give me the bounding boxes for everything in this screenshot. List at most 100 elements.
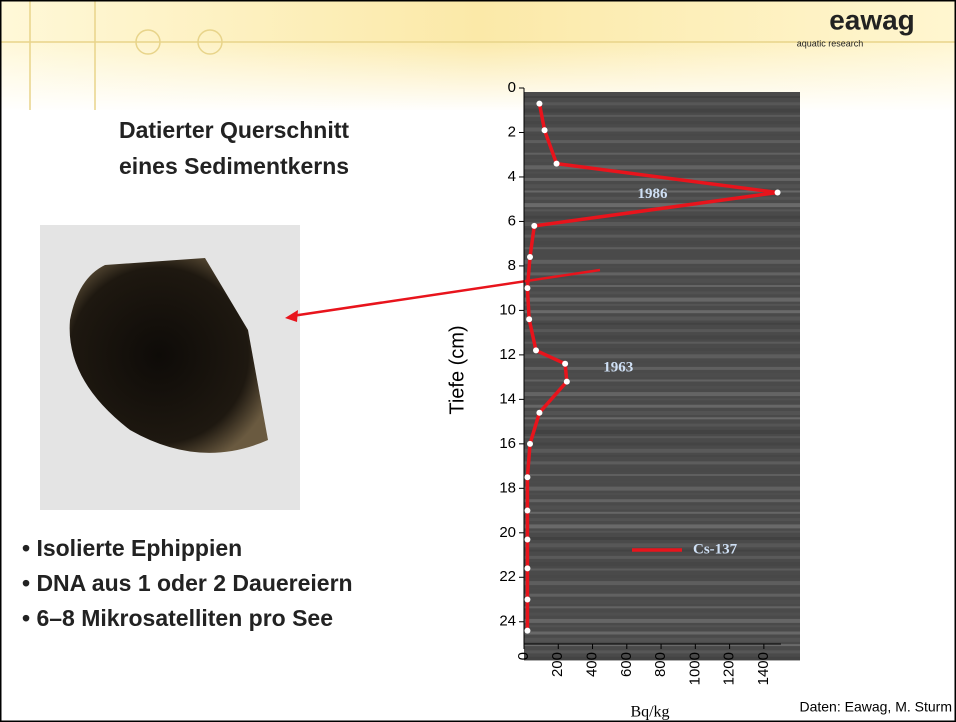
x-tick-label: 1400 [755,652,772,685]
core-layer [524,530,800,533]
core-layer [524,121,800,125]
core-layer [524,322,800,325]
data-point [531,222,538,229]
x-tick-label: 1200 [721,652,738,685]
core-layer [524,612,800,616]
core-layer [524,291,800,295]
data-point [541,127,548,134]
core-layer [524,222,800,226]
core-layer [524,600,800,604]
header-fade [0,40,956,112]
core-layer [524,133,800,136]
data-point [524,285,531,292]
y-tick-label: 6 [508,212,516,229]
core-layer [524,234,800,238]
core-layer [524,146,800,151]
bullet: • Isolierte Ephippien [22,535,242,561]
core-layer [524,102,800,106]
core-layer [524,259,800,264]
x-tick-label: 1000 [686,652,703,685]
core-layer [524,518,800,522]
core-layer [524,240,800,245]
y-axis-label: Tiefe (cm) [446,325,468,414]
core-layer [524,379,800,382]
core-layer [524,184,800,189]
core-layer [524,196,800,200]
core-layer [524,392,800,397]
core-layer [524,228,800,231]
core-layer [524,455,800,458]
core-layer [524,511,800,514]
core-layer [524,618,800,623]
core-layer [524,555,800,559]
core-layer [524,562,800,567]
core-layer [524,404,800,408]
data-point [774,189,781,196]
core-layer [524,436,800,439]
y-tick-label: 0 [508,79,516,96]
core-layer [524,272,800,276]
core-layer [524,423,800,427]
core-layer [524,417,800,420]
y-tick-label: 8 [508,257,516,274]
data-point [536,409,543,416]
annotation: 1963 [603,360,633,376]
core-layer [524,159,800,162]
core-layer [524,461,800,465]
core-layer [524,278,800,283]
logo: eawag [829,4,915,35]
x-axis-label: Bq/kg [630,704,669,721]
core-layer [524,492,800,495]
x-tick-label: 200 [549,652,566,677]
core-layer [524,366,800,370]
core-layer [524,373,800,378]
core-layer [524,625,800,628]
core-layer [524,480,800,484]
core-layer [524,448,800,453]
y-tick-label: 18 [499,479,516,496]
core-layer [524,316,800,321]
core-layer [524,574,800,578]
data-point [524,536,531,543]
core-layer [524,650,800,654]
core-layer [524,587,800,590]
header-ornament [0,0,956,110]
core-layer [524,644,800,647]
annotation: 1986 [638,186,669,202]
data-point [524,474,531,481]
data-point [526,316,533,323]
core-layer [524,297,800,302]
legend-label: Cs-137 [693,541,738,557]
core-layer [524,581,800,586]
core-layer [524,310,800,314]
core-layer [524,285,800,287]
core-layer [524,266,800,269]
core-layer [524,114,800,117]
core-layer [524,543,800,548]
core-layer [524,385,800,389]
x-tick-label: 800 [652,652,669,677]
core-layer [524,108,800,113]
y-tick-label: 24 [499,613,516,630]
x-tick-label: 0 [515,652,532,660]
core-layer [524,593,800,597]
data-point [562,360,569,367]
core-layer [524,215,800,219]
credit: Daten: Eawag, M. Sturm [799,699,952,715]
core-layer [524,335,800,340]
data-point [526,254,533,261]
data-point [553,160,560,167]
data-point [532,347,539,354]
core-layer [524,411,800,415]
arrow [291,268,601,318]
core-layer [524,354,800,359]
core-layer [524,177,800,181]
core-layer [524,303,800,306]
data-point [524,627,531,634]
core-layer [524,152,800,155]
core-layer [524,631,800,635]
data-point [536,100,543,107]
core-layer [524,606,800,609]
core-layer [524,203,800,208]
